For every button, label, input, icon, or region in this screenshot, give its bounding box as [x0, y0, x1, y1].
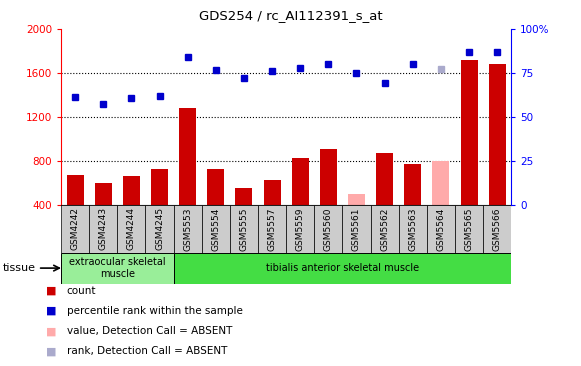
Text: ■: ■: [46, 326, 57, 336]
Text: ■: ■: [46, 286, 57, 296]
Text: GSM4244: GSM4244: [127, 207, 136, 250]
Text: rank, Detection Call = ABSENT: rank, Detection Call = ABSENT: [67, 346, 227, 356]
Bar: [461, 60, 478, 205]
Bar: [432, 161, 449, 205]
Text: GSM5563: GSM5563: [408, 207, 417, 251]
Bar: [404, 164, 421, 205]
Bar: [286, 205, 314, 253]
Bar: [207, 169, 224, 205]
Text: GSM5555: GSM5555: [239, 207, 249, 251]
Text: GSM4245: GSM4245: [155, 207, 164, 250]
Text: GSM5565: GSM5565: [465, 207, 474, 251]
Bar: [348, 194, 365, 205]
Text: tissue: tissue: [3, 263, 36, 273]
Bar: [314, 205, 342, 253]
Bar: [95, 183, 112, 205]
Bar: [230, 205, 258, 253]
Bar: [489, 64, 505, 205]
Text: count: count: [67, 286, 96, 296]
Bar: [258, 205, 286, 253]
Bar: [483, 205, 511, 253]
Bar: [67, 175, 84, 205]
Bar: [61, 205, 89, 253]
Text: percentile rank within the sample: percentile rank within the sample: [67, 306, 243, 316]
Text: GSM5553: GSM5553: [183, 207, 192, 251]
Bar: [89, 205, 117, 253]
Bar: [123, 176, 140, 205]
Text: ■: ■: [46, 346, 57, 356]
Text: GSM5560: GSM5560: [324, 207, 333, 251]
Text: GSM4242: GSM4242: [70, 207, 80, 250]
Text: value, Detection Call = ABSENT: value, Detection Call = ABSENT: [67, 326, 232, 336]
Bar: [342, 205, 371, 253]
Text: GSM5566: GSM5566: [493, 207, 502, 251]
Bar: [292, 158, 309, 205]
Bar: [427, 205, 455, 253]
Bar: [174, 253, 511, 284]
Text: ■: ■: [46, 306, 57, 316]
Bar: [264, 180, 281, 205]
Bar: [376, 153, 393, 205]
Text: GSM4243: GSM4243: [99, 207, 107, 250]
Text: extraocular skeletal
muscle: extraocular skeletal muscle: [69, 257, 166, 279]
Bar: [202, 205, 230, 253]
Text: GSM5564: GSM5564: [436, 207, 446, 251]
Bar: [117, 205, 145, 253]
Text: GSM5554: GSM5554: [211, 207, 220, 251]
Bar: [179, 108, 196, 205]
Bar: [320, 149, 337, 205]
Text: GSM5559: GSM5559: [296, 207, 304, 251]
Text: GSM5557: GSM5557: [268, 207, 277, 251]
Text: GDS254 / rc_AI112391_s_at: GDS254 / rc_AI112391_s_at: [199, 9, 382, 22]
Bar: [174, 205, 202, 253]
Bar: [371, 205, 399, 253]
Text: tibialis anterior skeletal muscle: tibialis anterior skeletal muscle: [266, 263, 419, 273]
Bar: [145, 205, 174, 253]
Bar: [151, 169, 168, 205]
Bar: [455, 205, 483, 253]
Bar: [61, 253, 174, 284]
Bar: [399, 205, 427, 253]
Text: GSM5561: GSM5561: [352, 207, 361, 251]
Text: GSM5562: GSM5562: [380, 207, 389, 251]
Bar: [235, 188, 252, 205]
